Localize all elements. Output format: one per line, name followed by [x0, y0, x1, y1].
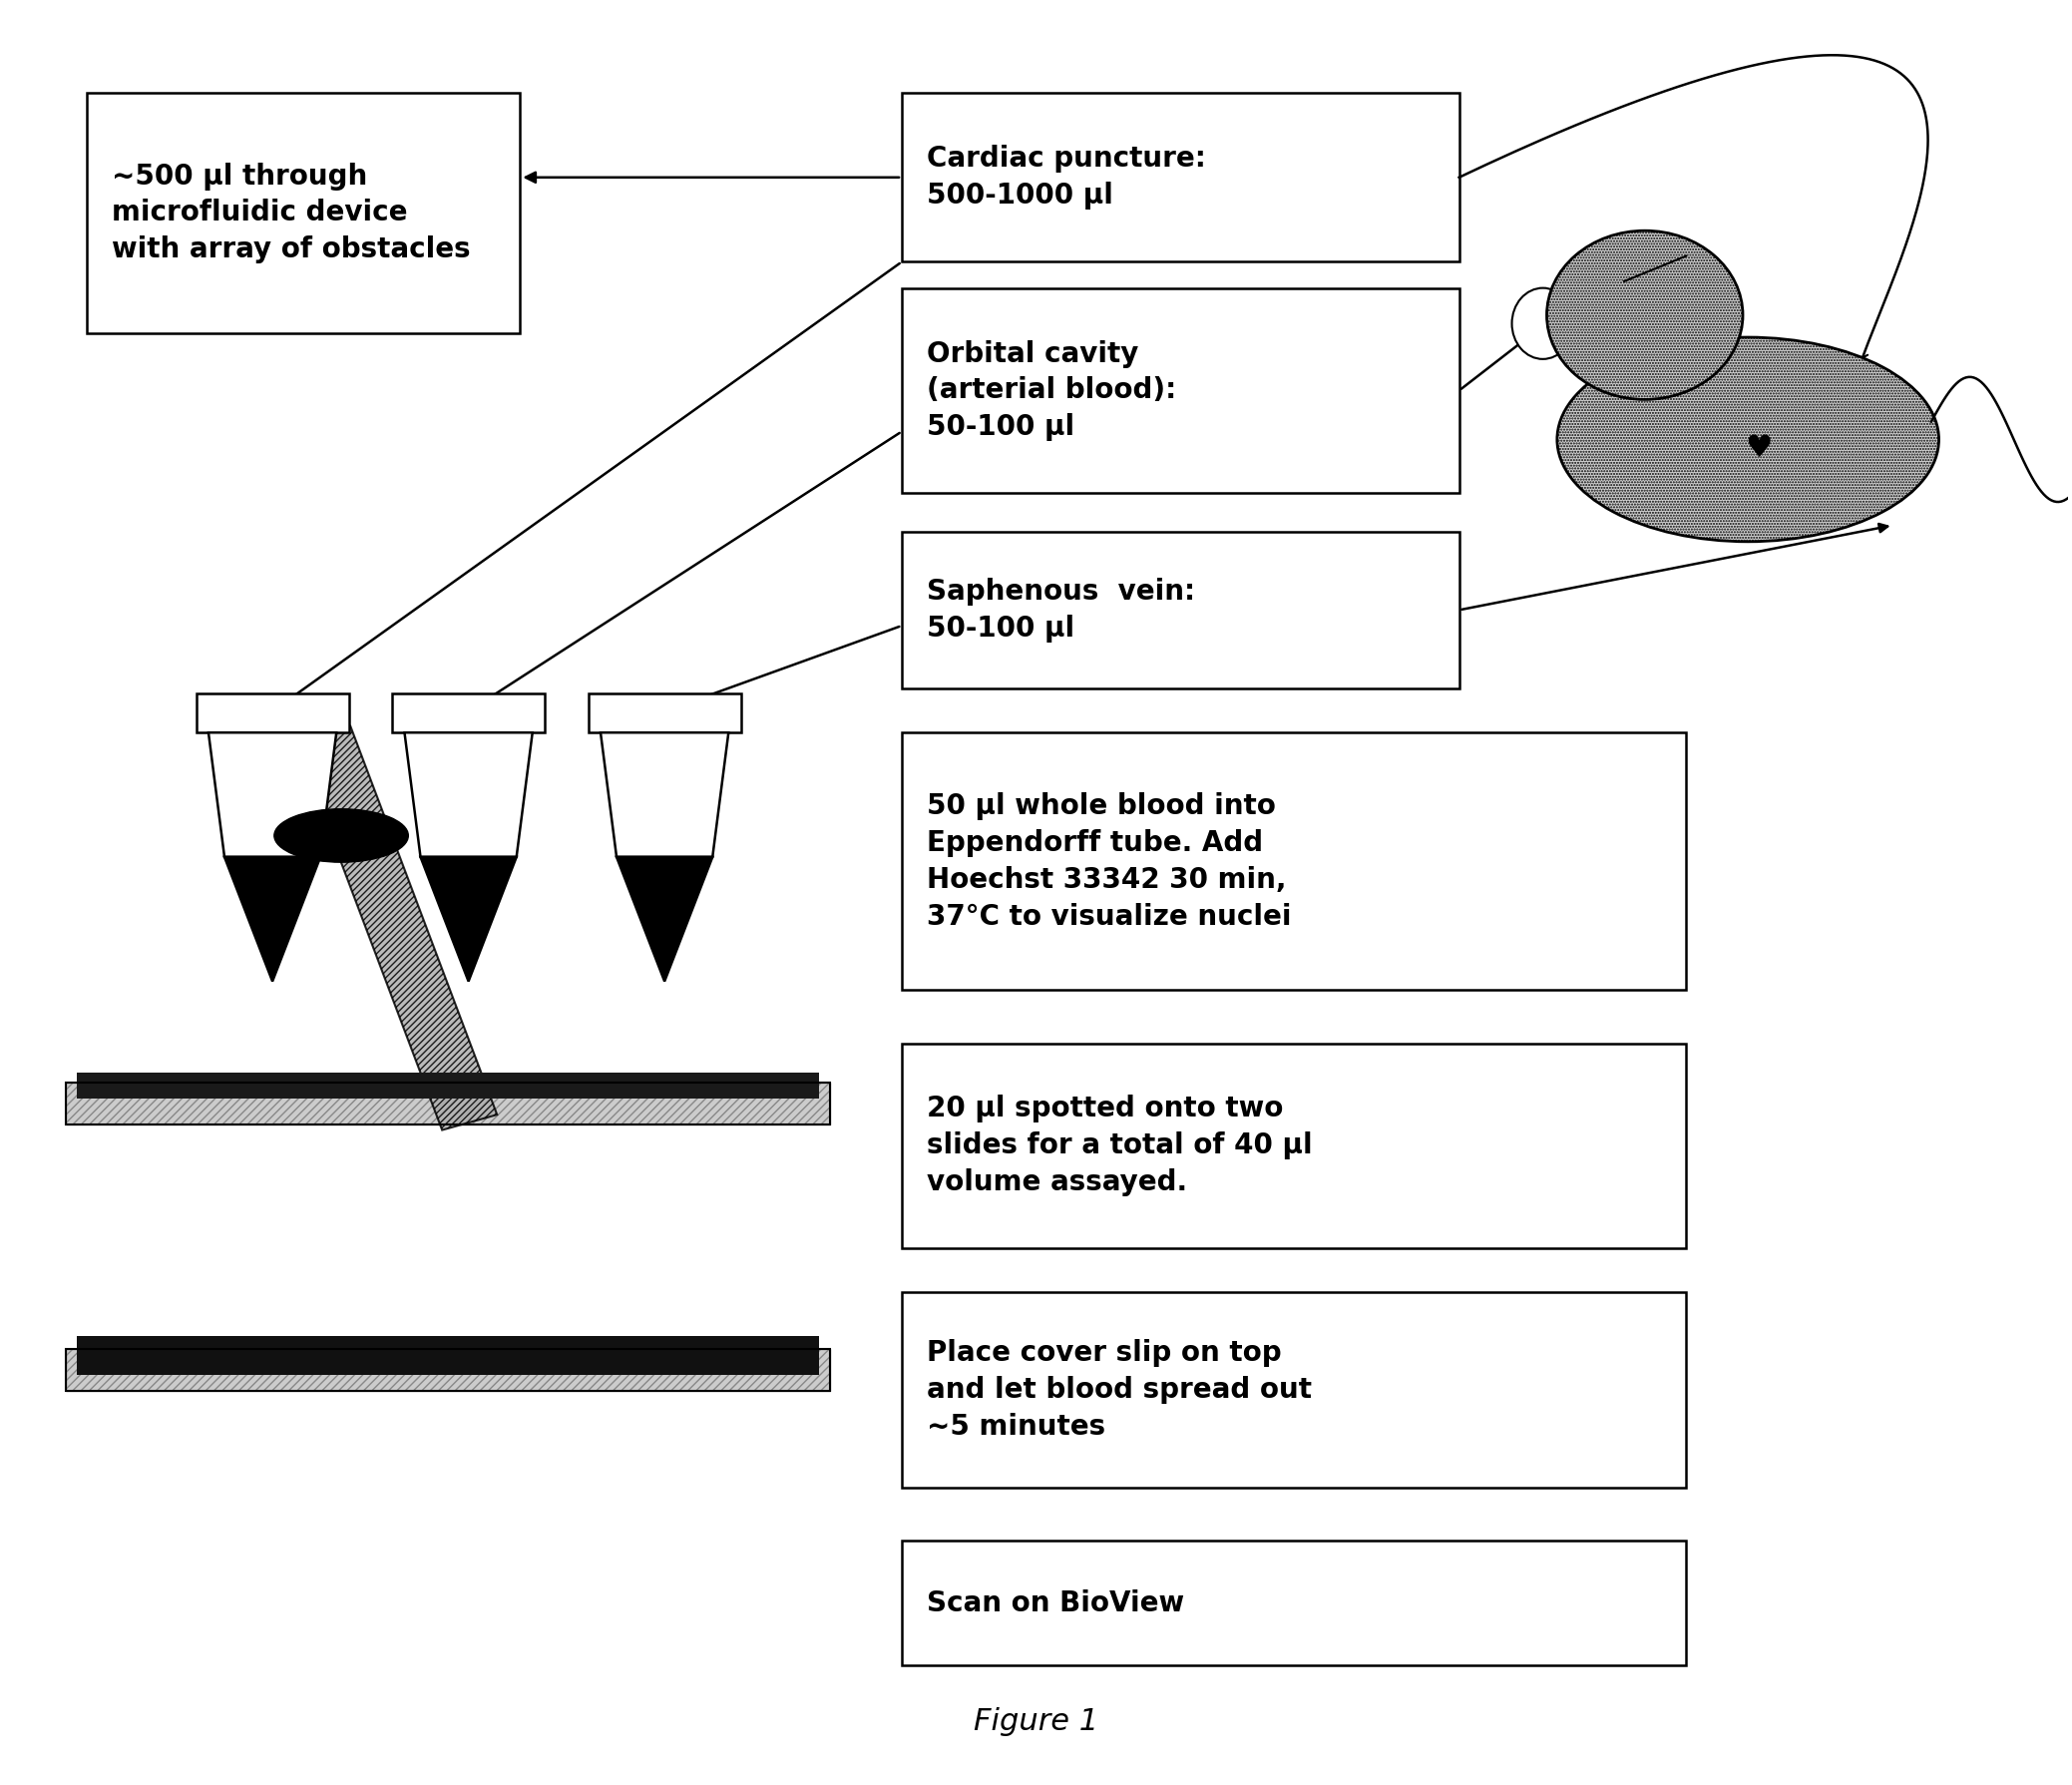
Bar	[66, 1349, 829, 1391]
Text: ~500 μl through
microfluidic device
with array of obstacles: ~500 μl through microfluidic device with…	[112, 162, 470, 264]
Bar	[197, 694, 348, 732]
Ellipse shape	[274, 809, 408, 862]
Text: 20 μl spotted onto two
slides for a total of 40 μl
volume assayed.: 20 μl spotted onto two slides for a tota…	[926, 1094, 1312, 1196]
Ellipse shape	[1548, 230, 1743, 400]
Polygon shape	[296, 726, 497, 1130]
Bar	[66, 1083, 829, 1125]
Text: Saphenous  vein:
50-100 μl: Saphenous vein: 50-100 μl	[926, 578, 1196, 643]
Text: 50 μl whole blood into
Eppendorff tube. Add
Hoechst 33342 30 min,
37°C to visual: 50 μl whole blood into Eppendorff tube. …	[926, 793, 1291, 930]
Bar	[901, 1292, 1687, 1487]
Polygon shape	[209, 732, 336, 857]
Polygon shape	[404, 732, 533, 857]
Bar	[77, 1073, 818, 1098]
Text: Figure 1: Figure 1	[974, 1708, 1098, 1737]
Text: Scan on BioView: Scan on BioView	[926, 1589, 1183, 1617]
Bar	[901, 1540, 1687, 1665]
Bar	[392, 694, 545, 732]
Bar	[901, 1044, 1687, 1248]
Bar	[66, 1083, 829, 1125]
Bar	[66, 1349, 829, 1391]
Text: ♥: ♥	[1745, 434, 1772, 462]
Bar	[901, 93, 1459, 262]
Polygon shape	[224, 857, 321, 982]
Bar	[901, 532, 1459, 689]
Bar	[588, 694, 742, 732]
Text: Cardiac puncture:
500-1000 μl: Cardiac puncture: 500-1000 μl	[926, 145, 1206, 209]
Bar	[87, 93, 520, 332]
Polygon shape	[421, 857, 516, 982]
Ellipse shape	[1556, 337, 1939, 541]
Text: Orbital cavity
(arterial blood):
50-100 μl: Orbital cavity (arterial blood): 50-100 …	[926, 339, 1177, 441]
Bar	[901, 732, 1687, 991]
Ellipse shape	[1513, 287, 1575, 359]
Polygon shape	[617, 857, 713, 982]
Text: Place cover slip on top
and let blood spread out
~5 minutes: Place cover slip on top and let blood sp…	[926, 1339, 1312, 1440]
Polygon shape	[601, 732, 729, 857]
Bar	[901, 289, 1459, 493]
Bar	[77, 1337, 818, 1374]
